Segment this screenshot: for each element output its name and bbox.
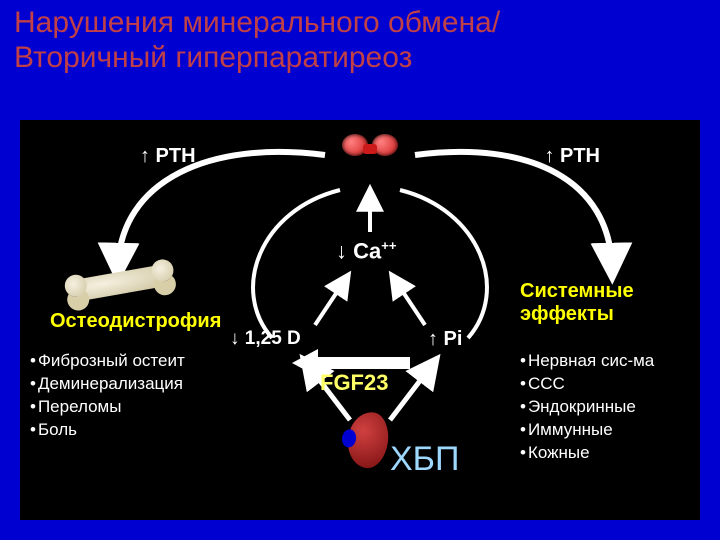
right-heading-l1: Системные [520,280,634,302]
title-line-2: Вторичный гиперпаратиреоз [14,41,412,74]
right-bullet: Иммунные [520,419,654,442]
arrow-kidney-pi [390,365,432,420]
right-heading-l2: эффекты [520,303,614,325]
right-bullet: Кожные [520,442,654,465]
label-ca: ↓ Ca++ [336,238,396,264]
label-pth-right: ↑ PTH [544,145,600,168]
title-line-1: Нарушения минерального обмена/ [14,6,500,39]
left-bullet: Переломы [30,396,185,419]
left-bullets: Фиброзный остеит Деминерализация Перелом… [30,350,185,442]
inner-arc-right [400,190,487,338]
slide-title: Нарушения минерального обмена/ Вторичный… [14,6,500,75]
inner-arc-left [253,190,340,338]
label-125d: ↓ 1,25 D [230,328,301,350]
right-bullet: Эндокринные [520,396,654,419]
ckd-label: ХБП [390,440,459,479]
fgf23-label: FGF23 [320,370,388,396]
arrow-d125-ca [315,280,345,325]
right-bullet: ССС [520,373,654,396]
label-pth-left: ↑ PTH [140,145,196,168]
right-heading: Системные эффекты [520,280,634,326]
label-ca-sup: ++ [381,238,396,253]
right-bullet: Нервная сис-ма [520,350,654,373]
left-bullet: Фиброзный остеит [30,350,185,373]
left-bullet: Боль [30,419,185,442]
arrow-pi-ca [395,280,425,325]
diagram-area: ↑ PTH ↑ PTH ↓ Ca++ ↓ 1,25 D ↑ Pi FGF23 Х… [20,120,700,520]
label-pi: ↑ Pi [428,328,462,351]
slide: Нарушения минерального обмена/ Вторичный… [0,0,720,540]
label-ca-text: ↓ Ca [336,238,381,263]
left-bullet: Деминерализация [30,373,185,396]
right-bullets: Нервная сис-ма ССС Эндокринные Иммунные … [520,350,654,465]
left-heading: Остеодистрофия [50,310,221,333]
